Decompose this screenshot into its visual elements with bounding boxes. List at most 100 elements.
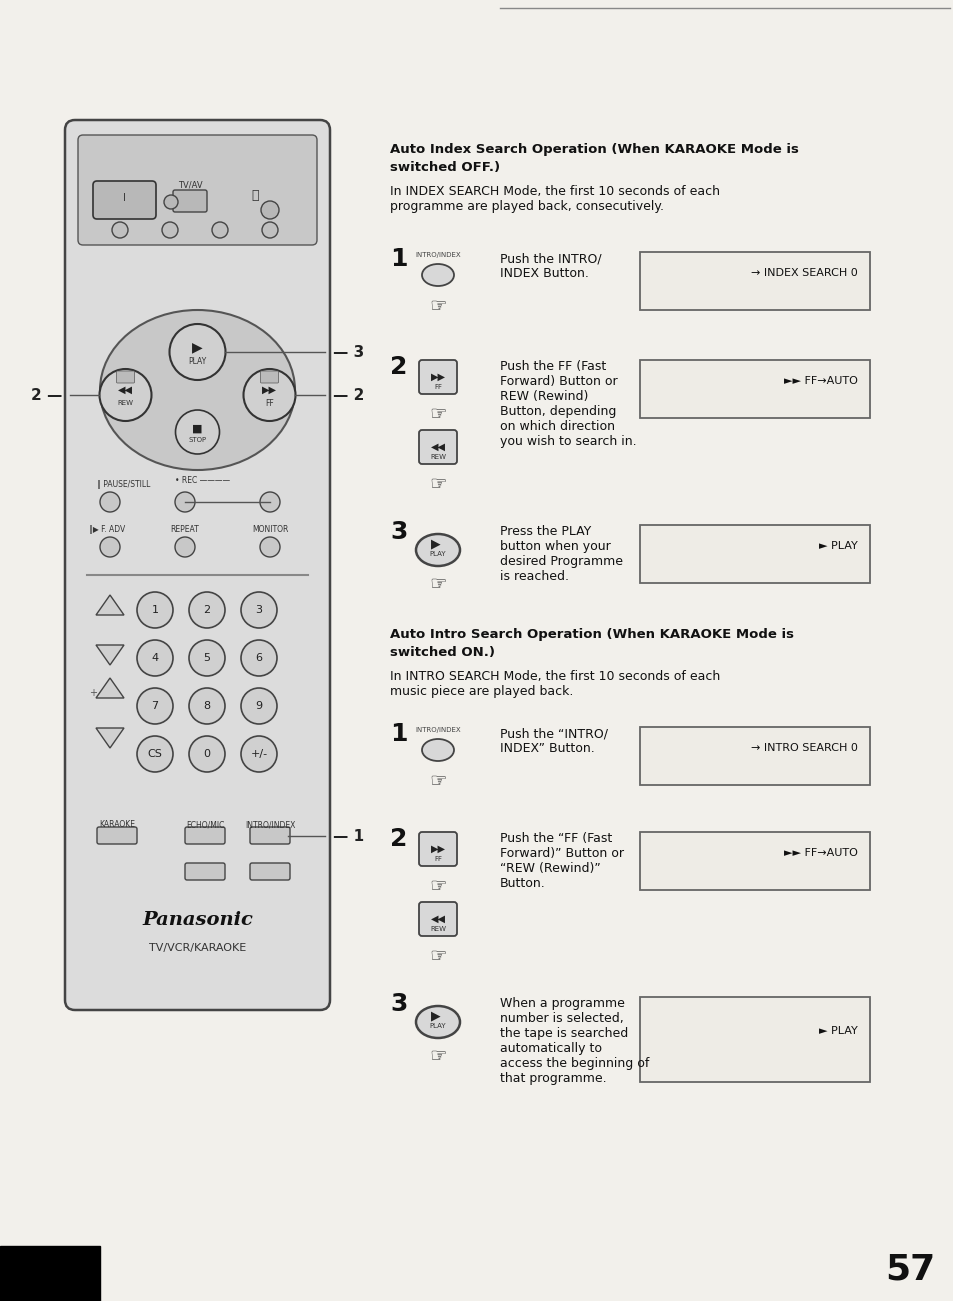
Polygon shape bbox=[96, 729, 124, 748]
FancyBboxPatch shape bbox=[250, 863, 290, 879]
Text: — 1: — 1 bbox=[333, 829, 364, 843]
Text: PLAY: PLAY bbox=[188, 356, 207, 366]
Text: switched ON.): switched ON.) bbox=[390, 647, 495, 660]
Text: ☞: ☞ bbox=[429, 575, 446, 595]
FancyBboxPatch shape bbox=[639, 997, 869, 1082]
Text: MONITOR: MONITOR bbox=[252, 526, 288, 533]
Polygon shape bbox=[96, 645, 124, 665]
FancyBboxPatch shape bbox=[172, 190, 207, 212]
Text: 0: 0 bbox=[203, 749, 211, 758]
FancyBboxPatch shape bbox=[639, 833, 869, 890]
Text: 3: 3 bbox=[390, 991, 407, 1016]
Polygon shape bbox=[96, 678, 124, 699]
FancyBboxPatch shape bbox=[639, 360, 869, 418]
Text: ☞: ☞ bbox=[429, 1047, 446, 1066]
Text: Push the FF (Fast
Forward) Button or
REW (Rewind)
Button, depending
on which dir: Push the FF (Fast Forward) Button or REW… bbox=[499, 360, 636, 448]
Text: FF: FF bbox=[434, 856, 441, 863]
Text: 3: 3 bbox=[255, 605, 262, 615]
FancyBboxPatch shape bbox=[65, 120, 330, 1010]
Text: TV/AV: TV/AV bbox=[177, 181, 202, 190]
FancyBboxPatch shape bbox=[250, 827, 290, 844]
Circle shape bbox=[137, 688, 172, 723]
Text: — 2: — 2 bbox=[333, 388, 364, 402]
Ellipse shape bbox=[421, 264, 454, 286]
Text: ▶▶: ▶▶ bbox=[430, 844, 445, 853]
Text: ‖▶ F. ADV: ‖▶ F. ADV bbox=[89, 526, 125, 533]
Text: ◀◀: ◀◀ bbox=[430, 442, 445, 451]
FancyBboxPatch shape bbox=[92, 181, 156, 219]
FancyBboxPatch shape bbox=[97, 827, 137, 844]
Circle shape bbox=[241, 640, 276, 677]
Text: 🔇: 🔇 bbox=[251, 189, 258, 202]
Circle shape bbox=[262, 222, 277, 238]
FancyBboxPatch shape bbox=[418, 360, 456, 394]
Text: 1: 1 bbox=[390, 722, 407, 745]
Circle shape bbox=[100, 492, 120, 513]
Text: Panasonic: Panasonic bbox=[142, 911, 253, 929]
Text: 1: 1 bbox=[390, 247, 407, 271]
Circle shape bbox=[164, 195, 178, 209]
Ellipse shape bbox=[416, 533, 459, 566]
Text: Press the PLAY
button when your
desired Programme
is reached.: Press the PLAY button when your desired … bbox=[499, 526, 622, 583]
FancyBboxPatch shape bbox=[418, 902, 456, 935]
Circle shape bbox=[174, 537, 194, 557]
Circle shape bbox=[189, 640, 225, 677]
FancyBboxPatch shape bbox=[116, 371, 134, 382]
Text: REPEAT: REPEAT bbox=[171, 526, 199, 533]
Circle shape bbox=[243, 369, 295, 422]
Text: ■: ■ bbox=[193, 424, 203, 435]
Text: 2: 2 bbox=[203, 605, 211, 615]
Text: 5: 5 bbox=[203, 653, 211, 664]
Text: PLAY: PLAY bbox=[429, 552, 446, 557]
Text: • REC ————: • REC ———— bbox=[174, 476, 230, 485]
Circle shape bbox=[174, 492, 194, 513]
Text: 2: 2 bbox=[390, 355, 407, 379]
Circle shape bbox=[100, 537, 120, 557]
Text: ► PLAY: ► PLAY bbox=[819, 541, 857, 552]
Text: — 3: — 3 bbox=[333, 345, 364, 359]
Text: ▶▶: ▶▶ bbox=[430, 372, 445, 382]
Text: I: I bbox=[122, 193, 125, 203]
Text: STOP: STOP bbox=[189, 437, 207, 444]
Circle shape bbox=[241, 592, 276, 628]
Circle shape bbox=[137, 640, 172, 677]
Text: ☞: ☞ bbox=[429, 947, 446, 967]
FancyBboxPatch shape bbox=[639, 252, 869, 310]
Text: ▶: ▶ bbox=[431, 537, 440, 550]
Text: +/-: +/- bbox=[251, 749, 267, 758]
Text: → INDEX SEARCH 0: → INDEX SEARCH 0 bbox=[750, 268, 857, 278]
Text: Auto Index Search Operation (When KARAOKE Mode is: Auto Index Search Operation (When KARAOK… bbox=[390, 143, 798, 156]
Text: ▶: ▶ bbox=[431, 1010, 440, 1023]
FancyBboxPatch shape bbox=[260, 371, 278, 382]
Text: → INTRO SEARCH 0: → INTRO SEARCH 0 bbox=[750, 743, 857, 753]
Text: +: + bbox=[89, 688, 97, 699]
Text: 57: 57 bbox=[884, 1253, 934, 1287]
Circle shape bbox=[189, 688, 225, 723]
Text: Push the INTRO/
INDEX Button.: Push the INTRO/ INDEX Button. bbox=[499, 252, 601, 280]
Text: 8: 8 bbox=[203, 701, 211, 712]
Text: ► PLAY: ► PLAY bbox=[819, 1026, 857, 1037]
FancyBboxPatch shape bbox=[418, 833, 456, 866]
Text: 1: 1 bbox=[152, 605, 158, 615]
Circle shape bbox=[137, 592, 172, 628]
Text: REW: REW bbox=[430, 454, 446, 461]
Text: ☞: ☞ bbox=[429, 877, 446, 896]
Text: ▶: ▶ bbox=[192, 340, 203, 354]
Polygon shape bbox=[96, 595, 124, 615]
Text: 7: 7 bbox=[152, 701, 158, 712]
Bar bbox=[0, 1246, 100, 1301]
Text: ►► FF→AUTO: ►► FF→AUTO bbox=[783, 848, 857, 857]
Text: switched OFF.): switched OFF.) bbox=[390, 161, 499, 174]
Text: KARAOKE: KARAOKE bbox=[99, 820, 135, 829]
Text: FF: FF bbox=[434, 384, 441, 390]
Text: 4: 4 bbox=[152, 653, 158, 664]
Text: In INTRO SEARCH Mode, the first 10 seconds of each
music piece are played back.: In INTRO SEARCH Mode, the first 10 secon… bbox=[390, 670, 720, 699]
Circle shape bbox=[189, 592, 225, 628]
Text: 2: 2 bbox=[390, 827, 407, 851]
FancyBboxPatch shape bbox=[639, 526, 869, 583]
Circle shape bbox=[112, 222, 128, 238]
Text: When a programme
number is selected,
the tape is searched
automatically to
acces: When a programme number is selected, the… bbox=[499, 997, 649, 1085]
Text: REW: REW bbox=[117, 399, 133, 406]
Text: ☞: ☞ bbox=[429, 297, 446, 316]
Circle shape bbox=[137, 736, 172, 771]
